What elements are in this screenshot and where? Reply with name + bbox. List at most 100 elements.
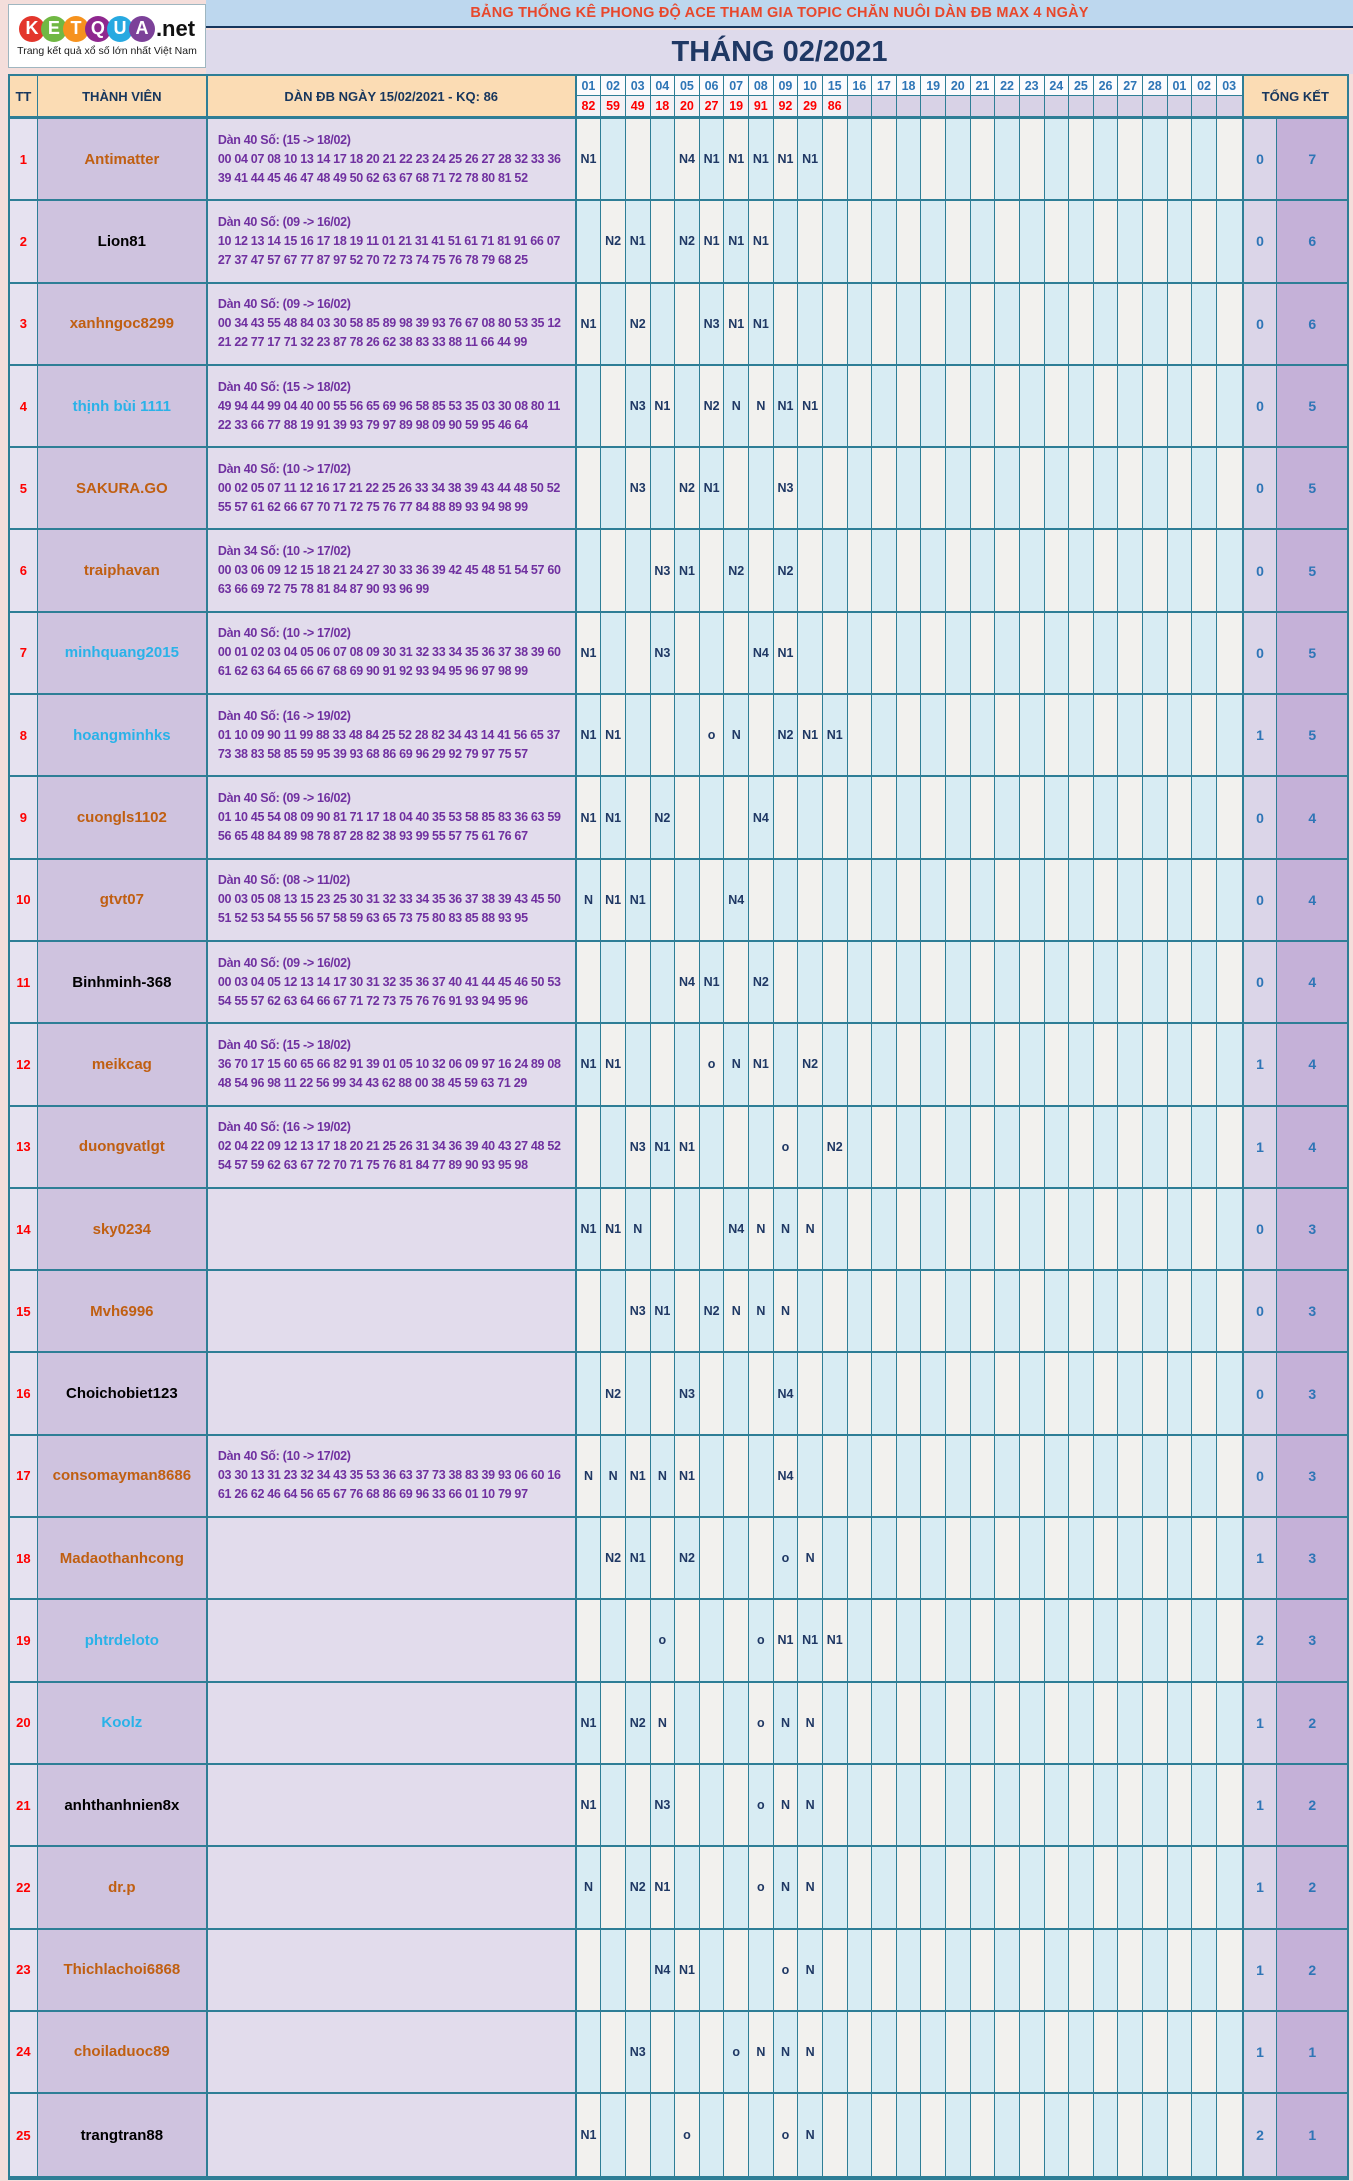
day-cell	[1044, 1106, 1070, 1187]
day-cells: N1 o o N	[576, 2094, 1244, 2177]
day-cells: N2 N1 N2 o N	[576, 1518, 1244, 1599]
day-cell	[896, 1271, 922, 1352]
day-cell	[1044, 1600, 1070, 1681]
day-cell	[847, 2011, 873, 2093]
day-cell	[1216, 1271, 1242, 1352]
day-cell	[1118, 448, 1144, 529]
day-cell	[650, 1188, 676, 1270]
summary-win-count: 7	[1277, 119, 1347, 200]
day-cell: N1	[749, 283, 774, 364]
day-cell	[896, 2011, 922, 2093]
day-cell	[946, 2011, 971, 2093]
day-cell	[1044, 1024, 1070, 1105]
row-number: 21	[10, 1764, 38, 1846]
day-cell	[1044, 1435, 1070, 1517]
member-name: trangtran88	[37, 2094, 208, 2177]
summary-miss-count: 0	[1243, 365, 1278, 447]
day-cell	[724, 1106, 750, 1187]
member-name: Thichlachoi6868	[37, 1929, 208, 2010]
day-cell	[601, 612, 626, 694]
day-cells: N1 N1 N N4 N N N	[576, 1188, 1244, 1270]
date-label: 25	[1069, 76, 1093, 96]
day-cell	[675, 365, 700, 447]
date-column-header: 06 27	[699, 76, 725, 116]
dan-line: 51 52 53 54 55 56 57 58 59 63 65 73 75 8…	[217, 911, 528, 926]
day-cell: o	[773, 1929, 799, 2010]
day-cell	[1093, 1600, 1119, 1681]
date-column-header: 18	[896, 76, 922, 116]
day-cell	[1143, 1764, 1168, 1846]
day-cell	[822, 1271, 848, 1352]
day-cell	[970, 695, 996, 776]
day-cell: N2	[625, 1847, 651, 1928]
summary-miss-count: 0	[1243, 201, 1278, 282]
day-cell	[625, 1600, 651, 1681]
day-cell	[675, 612, 700, 694]
day-cell	[724, 2094, 750, 2177]
day-cell	[1118, 1271, 1144, 1352]
day-cell	[1069, 119, 1094, 200]
table-row: 21 anhthanhnien8x N1 N3 o N N 1 2	[10, 1764, 1347, 1848]
day-cell	[601, 1764, 626, 1846]
table-row: 6 traiphavan Dàn 34 Số: (10 -> 17/02) 00 03…	[10, 530, 1347, 613]
member-name: phtrdeloto	[37, 1600, 208, 1681]
day-cell	[921, 365, 947, 447]
dan-line: 55 57 61 62 66 67 70 71 72 75 76 77 84 8…	[217, 499, 528, 514]
day-cell	[601, 365, 626, 447]
day-cell	[946, 695, 971, 776]
day-cell	[970, 2094, 996, 2177]
day-cell: N1	[675, 1435, 700, 1517]
day-cell	[1069, 201, 1094, 282]
day-cell	[1143, 1600, 1168, 1681]
date-result-value	[1044, 96, 1069, 116]
day-cell	[1019, 695, 1045, 776]
day-cell	[995, 777, 1020, 858]
day-cell	[822, 201, 848, 282]
day-cell	[1044, 119, 1070, 200]
day-cell	[896, 201, 922, 282]
day-cell	[724, 612, 750, 694]
day-cell	[896, 448, 922, 529]
day-cell	[699, 777, 725, 858]
day-cell: N1	[601, 695, 626, 776]
day-cell	[1044, 1764, 1070, 1846]
date-result-value	[1143, 96, 1167, 116]
day-cell	[1192, 1847, 1217, 1928]
day-cell	[995, 859, 1020, 940]
day-cell	[724, 1518, 750, 1599]
day-cell	[946, 1435, 971, 1517]
day-cell: N	[798, 1764, 823, 1846]
summary-win-count: 3	[1277, 1188, 1347, 1270]
dan-line: Dàn 40 Số: (10 -> 17/02)	[217, 1449, 351, 1464]
day-cells: N3 N2 N1 N3	[576, 448, 1244, 529]
date-label: 01	[576, 76, 601, 96]
row-number: 3	[10, 283, 38, 364]
day-cell	[650, 859, 676, 940]
day-cell	[896, 1024, 922, 1105]
day-cell	[1192, 1929, 1217, 2010]
day-cell	[576, 1600, 602, 1681]
day-cell	[946, 1682, 971, 1763]
day-cell	[822, 1682, 848, 1763]
day-cell	[921, 283, 947, 364]
day-cell	[896, 777, 922, 858]
day-cell	[601, 448, 626, 529]
day-cell	[1143, 283, 1168, 364]
row-number: 10	[10, 859, 38, 940]
day-cell: N4	[773, 1353, 799, 1434]
day-cell	[724, 941, 750, 1023]
day-cell	[1044, 530, 1070, 611]
day-cell	[1093, 1764, 1119, 1846]
day-cell	[699, 612, 725, 694]
day-cell	[995, 1764, 1020, 1846]
date-label: 02	[601, 76, 625, 96]
day-cell	[576, 1518, 602, 1599]
site-logo[interactable]: K E T Q U A .net Trang kết quả xổ số lớn nhất …	[8, 4, 206, 68]
day-cell	[1069, 1518, 1094, 1599]
day-cell: N	[749, 1271, 774, 1352]
day-cell: N1	[822, 1600, 848, 1681]
summary-miss-count: 0	[1243, 859, 1278, 940]
day-cells: N1 N4 N1 N1 N1 N1 N1	[576, 119, 1244, 200]
day-cell	[1069, 1188, 1094, 1270]
day-cell: N1	[576, 777, 602, 858]
